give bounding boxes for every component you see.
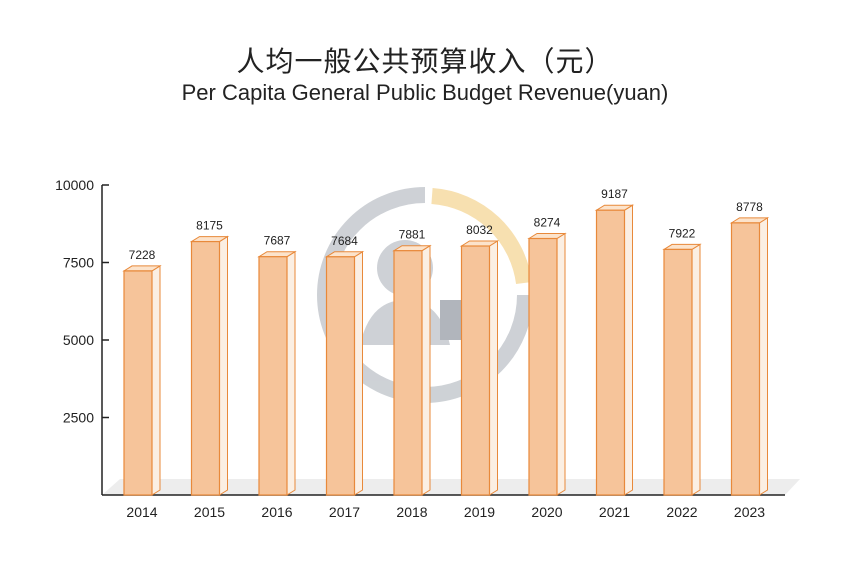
bar xyxy=(189,235,230,496)
bar xyxy=(459,240,500,496)
bar-value-label: 8175 xyxy=(196,219,223,233)
bar xyxy=(324,250,365,496)
bar-value-label: 7687 xyxy=(264,234,291,248)
bar-side-face xyxy=(489,240,498,496)
bar-front-face xyxy=(190,240,221,496)
bars-group xyxy=(122,204,770,496)
y-tick-label: 7500 xyxy=(63,255,94,271)
bar-value-label: 7228 xyxy=(129,248,156,262)
labels-group: 7228 2014 8175 2015 7687 2016 7684 2017 7881 2018… xyxy=(126,187,765,520)
bar-side-face xyxy=(556,232,566,496)
bar-side-face xyxy=(421,244,431,496)
x-tick-label: 2018 xyxy=(396,504,427,520)
y-tick-label: 10000 xyxy=(55,177,94,193)
bar-front-face xyxy=(393,250,423,496)
bar-side-face xyxy=(354,250,363,496)
bar-front-face xyxy=(730,222,761,496)
bar-value-label: 9187 xyxy=(601,187,628,201)
bar xyxy=(527,232,567,496)
chart-axes: 2500 5000 7500 10000 xyxy=(55,177,785,496)
bar-side-face xyxy=(286,250,296,496)
bar-value-label: 8778 xyxy=(736,200,763,214)
x-tick-label: 2015 xyxy=(194,504,225,520)
bar xyxy=(392,244,432,496)
bar-front-face xyxy=(258,256,288,496)
bar-value-label: 8274 xyxy=(534,216,561,230)
bar xyxy=(662,243,702,496)
y-tick-label: 2500 xyxy=(63,410,94,426)
x-tick-label: 2016 xyxy=(261,504,292,520)
x-tick-label: 2020 xyxy=(531,504,562,520)
bar-side-face xyxy=(624,204,633,496)
bar-value-label: 7881 xyxy=(399,228,426,242)
bar-side-face xyxy=(691,243,701,496)
bar-value-label: 7922 xyxy=(669,226,696,240)
bar-value-label: 7684 xyxy=(331,234,358,248)
bar-front-face xyxy=(663,248,693,496)
bar-side-face xyxy=(151,265,161,496)
x-tick-label: 2017 xyxy=(329,504,360,520)
bar-front-face xyxy=(595,209,626,496)
bar-front-face xyxy=(325,256,356,496)
bar-side-face xyxy=(759,216,768,496)
watermark-ring-accent xyxy=(431,188,532,285)
bar-front-face xyxy=(460,245,491,496)
x-tick-label: 2022 xyxy=(666,504,697,520)
bar-side-face xyxy=(219,235,228,496)
bar xyxy=(729,216,770,496)
bar xyxy=(122,265,162,496)
x-tick-label: 2019 xyxy=(464,504,495,520)
x-tick-label: 2021 xyxy=(599,504,630,520)
bar-value-label: 8032 xyxy=(466,223,493,237)
bar xyxy=(257,250,297,496)
bar xyxy=(594,204,635,496)
x-tick-label: 2014 xyxy=(126,504,157,520)
bar-front-face xyxy=(123,270,153,496)
bar-front-face xyxy=(528,237,558,496)
chart-subtitle: Per Capita General Public Budget Revenue… xyxy=(181,80,669,105)
chart-title: 人均一般公共预算收入（元） xyxy=(236,45,614,78)
x-tick-label: 2023 xyxy=(734,504,765,520)
y-tick-label: 5000 xyxy=(63,332,94,348)
